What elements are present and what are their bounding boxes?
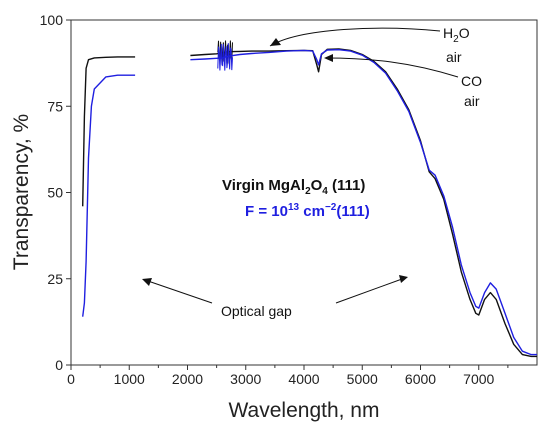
x-tick-label-1: 1000 bbox=[114, 371, 145, 387]
svg-text:H2O: H2O bbox=[443, 25, 470, 45]
h2o-arrowhead bbox=[270, 38, 281, 46]
x-tick-label-4: 4000 bbox=[288, 371, 319, 387]
y-tick-label-3: 75 bbox=[47, 98, 63, 114]
h2o-air-label: air bbox=[446, 49, 462, 65]
x-axis-title: Wavelength, nm bbox=[229, 399, 380, 422]
series-1-segment-1 bbox=[190, 49, 537, 356]
optical-gap-label: Optical gap bbox=[221, 303, 292, 319]
optical-gap-arrowhead-right bbox=[399, 275, 408, 283]
optical-gap-annotation: Optical gap bbox=[142, 275, 408, 319]
x-tick-label-0: 0 bbox=[67, 371, 75, 387]
co-arrowhead bbox=[324, 54, 333, 62]
y-tick-label-1: 25 bbox=[47, 271, 63, 287]
y-axis-title: Transparency, % bbox=[10, 114, 33, 270]
h2o-label: H bbox=[443, 25, 453, 41]
series-0-segment-1 bbox=[190, 48, 537, 358]
optical-gap-arrow-right bbox=[335, 278, 403, 304]
x-tick-label-7: 7000 bbox=[463, 371, 494, 387]
h2o-arrow bbox=[269, 27, 441, 47]
legend-black-series: Virgin MgAl2O4 (111) bbox=[222, 177, 365, 197]
co-arrow bbox=[324, 57, 459, 78]
co-air-label: air bbox=[464, 93, 480, 109]
x-tick-label-6: 6000 bbox=[405, 371, 436, 387]
x-tick-label-2: 2000 bbox=[172, 371, 203, 387]
series-0-segment-0 bbox=[82, 56, 136, 207]
y-tick-label-2: 50 bbox=[47, 185, 63, 201]
x-tick-label-3: 3000 bbox=[230, 371, 261, 387]
x-tick-label-5: 5000 bbox=[347, 371, 378, 387]
optical-gap-arrowhead-left bbox=[142, 278, 152, 286]
co-annotation: CO air bbox=[324, 54, 482, 109]
y-axis-ticks: 0 25 50 75 100 bbox=[40, 12, 71, 373]
co-label: CO bbox=[461, 73, 482, 89]
h2o-annotation: H2O air bbox=[269, 25, 470, 65]
y-tick-label-0: 0 bbox=[55, 357, 63, 373]
series-0-noise bbox=[217, 40, 233, 65]
series-1-noise bbox=[217, 43, 233, 71]
optical-gap-arrow-left bbox=[147, 280, 213, 304]
x-axis-ticks: 0 1000 2000 3000 4000 5000 6000 7000 bbox=[67, 365, 509, 387]
series-layer bbox=[82, 40, 537, 358]
y-tick-label-4: 100 bbox=[40, 12, 64, 28]
legend-blue-series: F = 1013 cm−2(111) bbox=[245, 202, 370, 220]
series-1-segment-0 bbox=[82, 74, 136, 317]
